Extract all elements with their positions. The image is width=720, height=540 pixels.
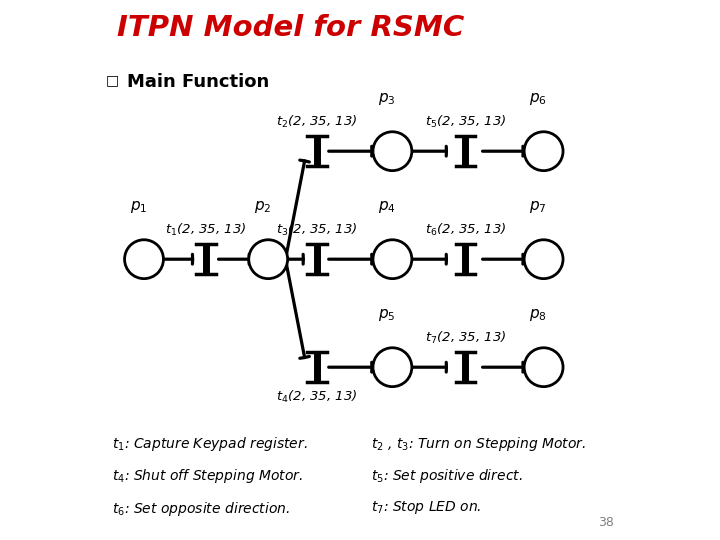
Text: Main Function: Main Function — [127, 73, 269, 91]
Text: $p_{3}$: $p_{3}$ — [378, 91, 396, 107]
Text: $p_{1}$: $p_{1}$ — [130, 199, 148, 215]
Text: $p_{7}$: $p_{7}$ — [529, 199, 547, 215]
Text: $t_{5}$: Set positive direct.: $t_{5}$: Set positive direct. — [371, 467, 523, 485]
Circle shape — [125, 240, 163, 279]
Text: $t_{6}$: Set opposite direction.: $t_{6}$: Set opposite direction. — [112, 500, 289, 517]
Text: $p_{2}$: $p_{2}$ — [254, 199, 271, 215]
Text: $t_{2}$ , $t_{3}$: Turn on Stepping Motor.: $t_{2}$ , $t_{3}$: Turn on Stepping Moto… — [371, 435, 586, 453]
Text: □: □ — [107, 73, 120, 87]
Text: $p_{6}$: $p_{6}$ — [529, 91, 547, 107]
Circle shape — [524, 348, 563, 387]
Text: $t_{6}$(2, 35, 13): $t_{6}$(2, 35, 13) — [425, 221, 506, 238]
Text: $t_{5}$(2, 35, 13): $t_{5}$(2, 35, 13) — [425, 113, 506, 130]
Text: $t_{2}$(2, 35, 13): $t_{2}$(2, 35, 13) — [276, 113, 358, 130]
Text: $p_{8}$: $p_{8}$ — [529, 307, 547, 323]
Text: $t_{1}$(2, 35, 13): $t_{1}$(2, 35, 13) — [166, 221, 247, 238]
Text: $p_{5}$: $p_{5}$ — [378, 307, 396, 323]
Text: $t_{7}$(2, 35, 13): $t_{7}$(2, 35, 13) — [425, 329, 506, 346]
Circle shape — [373, 132, 412, 171]
Circle shape — [373, 240, 412, 279]
Circle shape — [373, 348, 412, 387]
Text: $t_{4}$(2, 35, 13): $t_{4}$(2, 35, 13) — [276, 389, 358, 405]
Text: $t_{1}$: Capture Keypad register.: $t_{1}$: Capture Keypad register. — [112, 435, 307, 453]
Text: $t_{4}$: Shut off Stepping Motor.: $t_{4}$: Shut off Stepping Motor. — [112, 467, 302, 485]
Text: 38: 38 — [598, 516, 613, 529]
Text: $t_{7}$: Stop LED on.: $t_{7}$: Stop LED on. — [371, 500, 481, 516]
Text: $t_{3}$(2, 35, 13): $t_{3}$(2, 35, 13) — [276, 221, 358, 238]
Circle shape — [524, 132, 563, 171]
Text: $p_{4}$: $p_{4}$ — [378, 199, 396, 215]
Circle shape — [249, 240, 288, 279]
Circle shape — [524, 240, 563, 279]
Text: ITPN Model for RSMC: ITPN Model for RSMC — [117, 14, 464, 42]
